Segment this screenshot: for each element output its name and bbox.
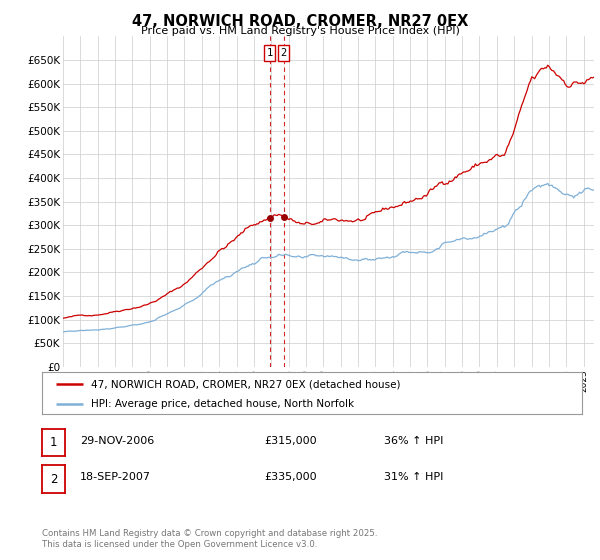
Text: 2: 2: [281, 48, 287, 58]
Text: £335,000: £335,000: [264, 473, 317, 482]
Text: 29-NOV-2006: 29-NOV-2006: [80, 436, 154, 446]
Text: 47, NORWICH ROAD, CROMER, NR27 0EX: 47, NORWICH ROAD, CROMER, NR27 0EX: [132, 14, 468, 29]
Text: 31% ↑ HPI: 31% ↑ HPI: [384, 473, 443, 482]
Text: 2: 2: [50, 473, 57, 486]
Text: Price paid vs. HM Land Registry's House Price Index (HPI): Price paid vs. HM Land Registry's House …: [140, 26, 460, 36]
Text: 18-SEP-2007: 18-SEP-2007: [80, 473, 151, 482]
Text: 47, NORWICH ROAD, CROMER, NR27 0EX (detached house): 47, NORWICH ROAD, CROMER, NR27 0EX (deta…: [91, 379, 400, 389]
Text: Contains HM Land Registry data © Crown copyright and database right 2025.
This d: Contains HM Land Registry data © Crown c…: [42, 529, 377, 549]
Text: 36% ↑ HPI: 36% ↑ HPI: [384, 436, 443, 446]
Text: HPI: Average price, detached house, North Norfolk: HPI: Average price, detached house, Nort…: [91, 399, 354, 409]
Text: £315,000: £315,000: [264, 436, 317, 446]
Text: 1: 1: [266, 48, 273, 58]
Text: 1: 1: [50, 436, 57, 449]
